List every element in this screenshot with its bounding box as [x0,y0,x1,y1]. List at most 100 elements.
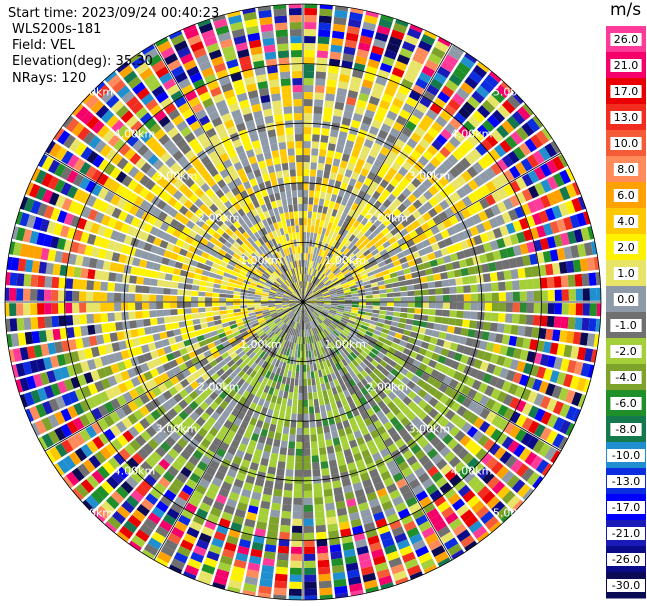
gate-cell [281,362,287,370]
gate-cell [298,322,301,330]
gate-cell [100,302,108,312]
gate-cell [393,363,403,372]
gate-cell [215,240,224,249]
gate-cell [475,505,490,519]
gate-cell [327,272,335,279]
gate-cell [207,342,216,350]
gate-cell [330,466,339,475]
gate-cell [373,376,382,385]
gate-cell [538,380,549,394]
gate-cell [304,560,316,568]
gate-cell [195,109,207,120]
gate-cell [352,228,360,237]
gate-cell [194,188,205,198]
gate-cell [199,391,209,401]
gate-cell [111,385,122,397]
gate-cell [300,308,303,316]
gate-cell [320,312,328,318]
gate-cell [572,259,582,273]
gate-cell [57,210,68,224]
gate-cell [316,296,324,299]
gate-cell [337,297,345,300]
gate-cell [513,146,526,160]
gate-cell [258,358,265,367]
gate-cell [245,220,254,229]
gate-cell [326,79,338,88]
gate-cell [486,476,500,490]
gate-cell [293,253,297,261]
gate-cell [105,94,120,109]
gate-cell [328,313,335,318]
gate-cell [387,193,397,203]
gate-cell [482,321,491,331]
gate-cell [109,424,122,437]
gate-cell [375,409,385,420]
gate-cell [120,244,130,255]
gate-cell [394,455,406,466]
gate-cell [458,484,471,498]
gate-cell [421,308,429,315]
gate-cell [254,302,261,305]
gate-cell [243,239,252,248]
gate-cell [278,206,284,214]
gate-cell [440,229,450,239]
gate-cell [265,437,274,446]
gate-cell [211,477,223,488]
gate-cell [286,310,293,316]
gate-cell [321,368,327,377]
gate-cell [450,413,462,425]
gate-cell [100,89,115,104]
gate-cell [257,282,265,287]
gate-cell [299,308,302,316]
gate-cell [43,385,55,399]
gate-cell [275,305,283,308]
gate-cell [246,211,254,220]
gate-cell [237,208,246,217]
gate-cell [202,97,214,109]
gate-cell [378,336,386,343]
gate-cell [422,382,432,392]
gate-cell [366,102,378,113]
gate-cell [334,180,342,189]
gate-cell [363,249,371,257]
gate-cell [351,187,360,196]
gate-cell [476,349,486,360]
gate-cell [420,341,430,350]
gate-cell [190,551,205,563]
gate-cell [379,146,390,157]
gate-cell [351,423,360,433]
gate-cell [306,315,310,323]
gate-cell [15,227,26,242]
gate-cell [403,72,417,84]
gate-cell [226,125,237,136]
gate-cell [133,183,144,195]
gate-cell [472,525,487,540]
gate-cell [336,291,344,295]
gate-cell [177,155,188,167]
gate-cell [180,126,192,138]
gate-cell [354,106,365,116]
gate-cell [330,44,343,53]
gate-cell [294,350,298,358]
gate-cell [303,288,306,296]
gate-cell [352,367,360,376]
gate-cell [244,261,252,268]
gate-cell [171,274,180,282]
gate-cell [552,189,564,204]
gate-cell [444,171,455,183]
gate-cell [375,518,388,528]
gate-cell [94,380,105,393]
gate-cell [334,283,342,288]
gate-cell [318,248,323,257]
gate-cell [261,564,274,574]
gate-cell [379,347,388,355]
gate-cell [303,302,310,304]
gate-cell [278,286,286,292]
gate-cell [49,236,60,249]
gate-cell [306,281,309,289]
gate-cell [440,531,455,544]
gate-cell [156,294,164,302]
gate-cell [289,299,297,301]
gate-cell [183,24,197,33]
gate-cell [150,451,162,463]
